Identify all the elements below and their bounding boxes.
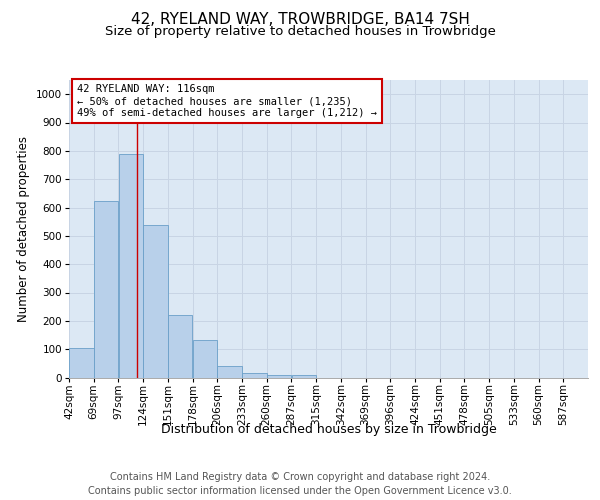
Bar [292, 375, 316, 378]
Bar [168, 315, 193, 378]
Text: 42 RYELAND WAY: 116sqm
← 50% of detached houses are smaller (1,235)
49% of semi-: 42 RYELAND WAY: 116sqm ← 50% of detached… [77, 84, 377, 117]
Bar [94, 201, 118, 378]
Bar [143, 225, 168, 378]
Bar [119, 154, 143, 378]
Bar [69, 348, 94, 378]
Y-axis label: Number of detached properties: Number of detached properties [17, 136, 31, 322]
Bar [267, 374, 292, 378]
Text: Contains HM Land Registry data © Crown copyright and database right 2024.
Contai: Contains HM Land Registry data © Crown c… [88, 472, 512, 496]
Text: Size of property relative to detached houses in Trowbridge: Size of property relative to detached ho… [104, 25, 496, 38]
Bar [242, 373, 266, 378]
Text: 42, RYELAND WAY, TROWBRIDGE, BA14 7SH: 42, RYELAND WAY, TROWBRIDGE, BA14 7SH [131, 12, 469, 28]
Bar [193, 340, 217, 378]
Text: Distribution of detached houses by size in Trowbridge: Distribution of detached houses by size … [161, 422, 497, 436]
Bar [217, 366, 242, 378]
